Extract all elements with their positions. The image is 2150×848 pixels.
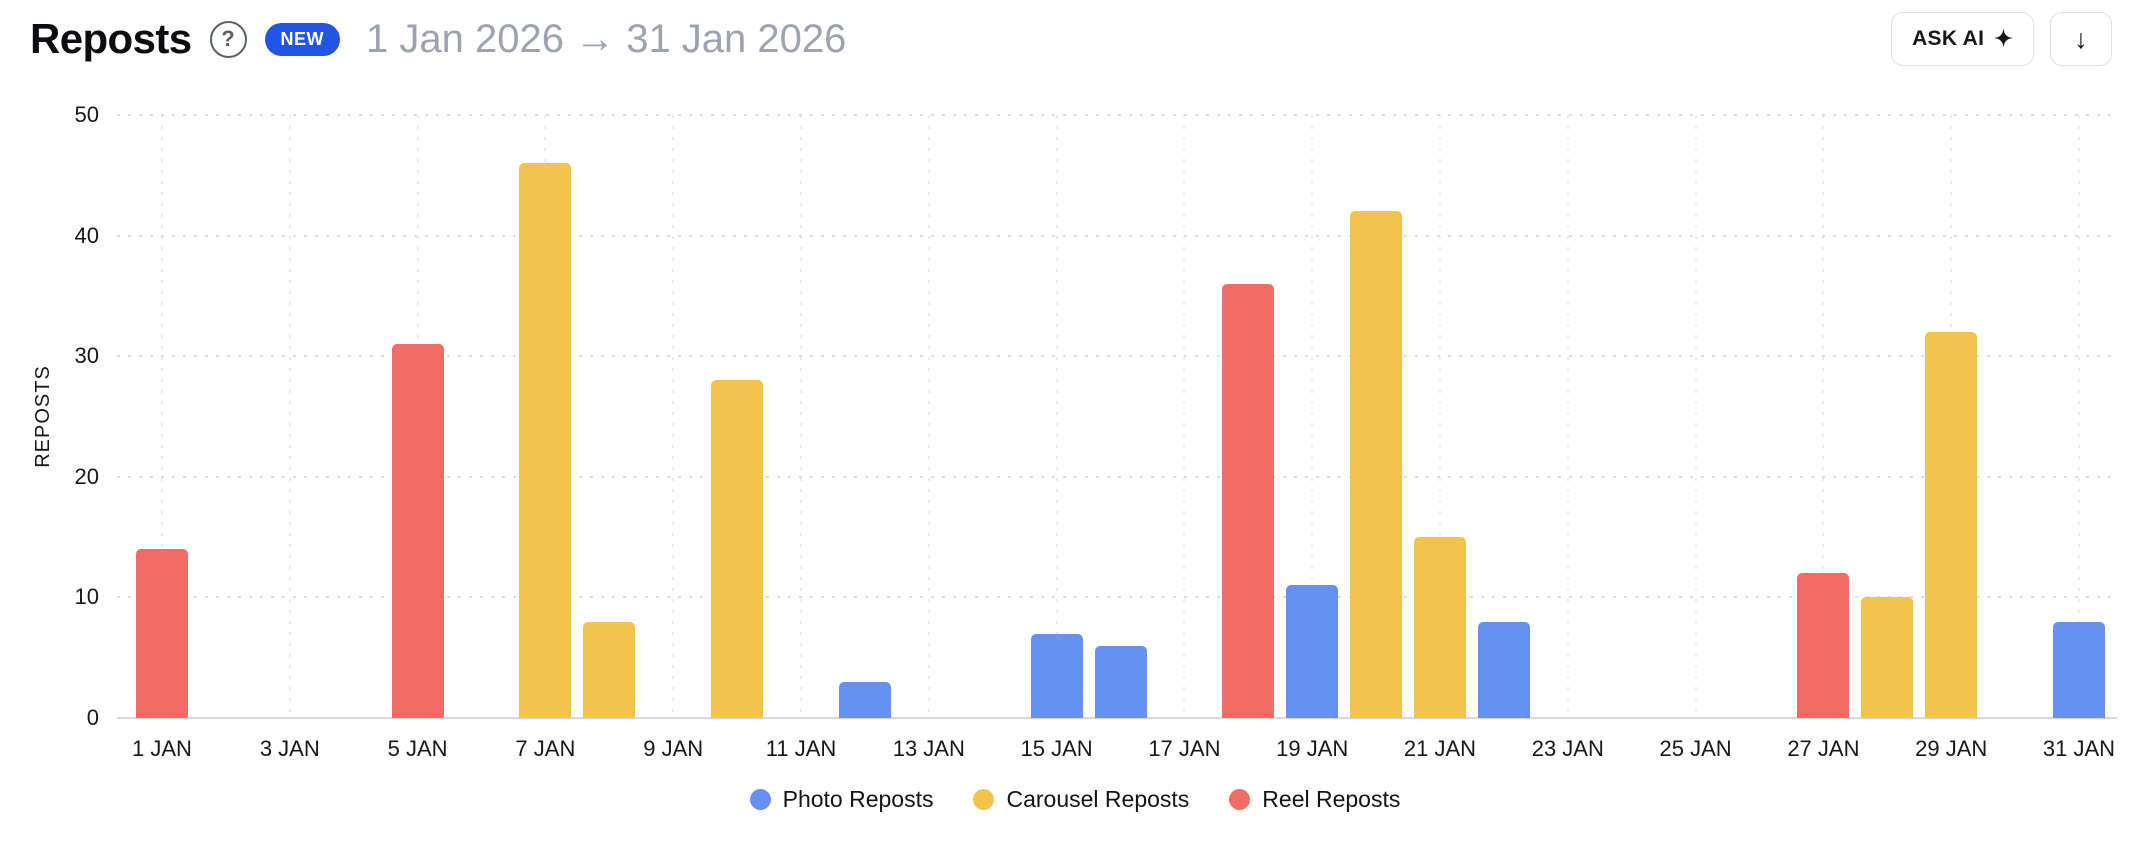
page-title: Reposts: [30, 15, 192, 62]
horizontal-gridline: [117, 596, 2117, 599]
legend-item[interactable]: Reel Reposts: [1229, 786, 1400, 813]
legend-dot-icon: [1229, 789, 1251, 810]
x-axis-tick-label: 29 JAN: [1915, 736, 1988, 761]
legend-label: Reel Reposts: [1262, 786, 1401, 812]
vertical-gridline: [2078, 115, 2080, 718]
ask-ai-label: ASK AI: [1912, 27, 1985, 50]
horizontal-gridline: [117, 355, 2117, 358]
bar-carousel-reposts-day-29[interactable]: [1925, 332, 1978, 718]
bar-photo-reposts-day-31[interactable]: [2053, 621, 2105, 718]
y-axis-tick-label: 0: [86, 705, 99, 730]
y-axis-tick-label: 40: [74, 222, 99, 248]
bar-reel-reposts-day-18[interactable]: [1222, 283, 1275, 718]
bar-photo-reposts-day-16[interactable]: [1094, 645, 1147, 718]
x-axis-tick-label: 11 JAN: [765, 736, 837, 761]
x-axis-tick-label: 7 JAN: [515, 736, 576, 761]
legend-item[interactable]: Carousel Reposts: [973, 786, 1189, 813]
x-axis-tick-label: 5 JAN: [387, 736, 448, 761]
header-left: Reposts ? NEW 1 Jan 2026 → 31 Jan 2026: [30, 15, 846, 63]
bar-carousel-reposts-day-10[interactable]: [711, 380, 764, 718]
x-axis-line: [117, 717, 2117, 719]
date-range: 1 Jan 2026 → 31 Jan 2026: [366, 16, 847, 61]
legend: Photo Reposts Carousel Reposts Reel Repost…: [0, 786, 2150, 813]
vertical-gridline: [1183, 115, 1186, 718]
x-axis-tick-label: 23 JAN: [1531, 736, 1604, 761]
vertical-gridline: [800, 115, 802, 718]
bar-carousel-reposts-day-28[interactable]: [1861, 597, 1914, 718]
horizontal-gridline: [117, 475, 2117, 478]
sparkle-icon: ✦: [1994, 26, 2013, 51]
vertical-gridline: [288, 115, 291, 718]
download-icon: ↓: [2074, 23, 2088, 54]
bar-reel-reposts-day-27[interactable]: [1797, 573, 1850, 718]
horizontal-gridline: [117, 114, 2117, 116]
bar-carousel-reposts-day-8[interactable]: [583, 621, 636, 718]
x-axis-tick-label: 17 JAN: [1148, 736, 1221, 761]
vertical-gridline: [1311, 115, 1314, 718]
legend-label: Carousel Reposts: [1006, 786, 1190, 812]
vertical-gridline: [672, 115, 675, 718]
bar-reel-reposts-day-1[interactable]: [136, 549, 188, 718]
vertical-gridline: [927, 115, 930, 718]
x-axis-tick-label: 31 JAN: [2042, 736, 2116, 761]
legend-label: Photo Reposts: [782, 786, 934, 812]
legend-dot-icon: [973, 789, 995, 810]
horizontal-gridline: [117, 234, 2117, 237]
legend-item[interactable]: Photo Reposts: [749, 786, 934, 813]
bar-reel-reposts-day-5[interactable]: [391, 344, 444, 718]
bar-photo-reposts-day-15[interactable]: [1030, 633, 1083, 718]
x-axis-tick-label: 25 JAN: [1659, 736, 1732, 761]
download-button[interactable]: ↓: [2050, 12, 2112, 66]
bar-photo-reposts-day-12[interactable]: [838, 681, 891, 718]
y-axis-tick-label: 10: [74, 584, 99, 610]
help-icon[interactable]: ?: [209, 20, 247, 58]
vertical-gridline: [1055, 115, 1058, 718]
x-axis-tick-label: 3 JAN: [259, 736, 320, 761]
y-axis-tick-label: 20: [74, 463, 99, 489]
ask-ai-button[interactable]: ASK AI ✦: [1891, 12, 2034, 66]
y-axis-label: REPOSTS: [31, 365, 54, 468]
x-axis-tick-label: 9 JAN: [643, 736, 704, 761]
vertical-gridline: [161, 115, 163, 718]
x-axis-tick-label: 1 JAN: [132, 736, 192, 761]
header: Reposts ? NEW 1 Jan 2026 → 31 Jan 2026 A…: [30, 12, 2112, 66]
x-axis-tick-label: 21 JAN: [1403, 736, 1477, 761]
bar-carousel-reposts-day-21[interactable]: [1414, 537, 1466, 718]
y-axis-label-wrap: REPOSTS: [26, 115, 60, 718]
bar-photo-reposts-day-22[interactable]: [1477, 621, 1530, 718]
vertical-gridline: [1694, 115, 1697, 718]
y-axis-tick-label: 30: [74, 343, 99, 369]
bar-carousel-reposts-day-7[interactable]: [519, 163, 572, 718]
vertical-gridline: [1566, 115, 1569, 718]
header-right: ASK AI ✦ ↓: [1891, 12, 2112, 66]
legend-dot-icon: [749, 789, 771, 810]
x-axis-tick-label: 19 JAN: [1276, 736, 1349, 761]
new-badge: NEW: [264, 22, 341, 56]
y-axis-tick-label: 50: [74, 102, 99, 127]
plot-area: 1 JAN 3 JAN 5 JAN 7 JAN 9 JAN 11 JAN 13 JAN 15 …: [75, 102, 2117, 761]
x-axis-tick-label: 13 JAN: [892, 736, 965, 761]
vertical-gridline: [1822, 115, 1825, 718]
x-axis-tick-label: 27 JAN: [1787, 736, 1860, 761]
x-axis-tick-label: 15 JAN: [1020, 736, 1093, 761]
bar-carousel-reposts-day-20[interactable]: [1350, 211, 1403, 718]
vertical-gridline: [1439, 115, 1441, 718]
bar-photo-reposts-day-19[interactable]: [1286, 585, 1339, 718]
